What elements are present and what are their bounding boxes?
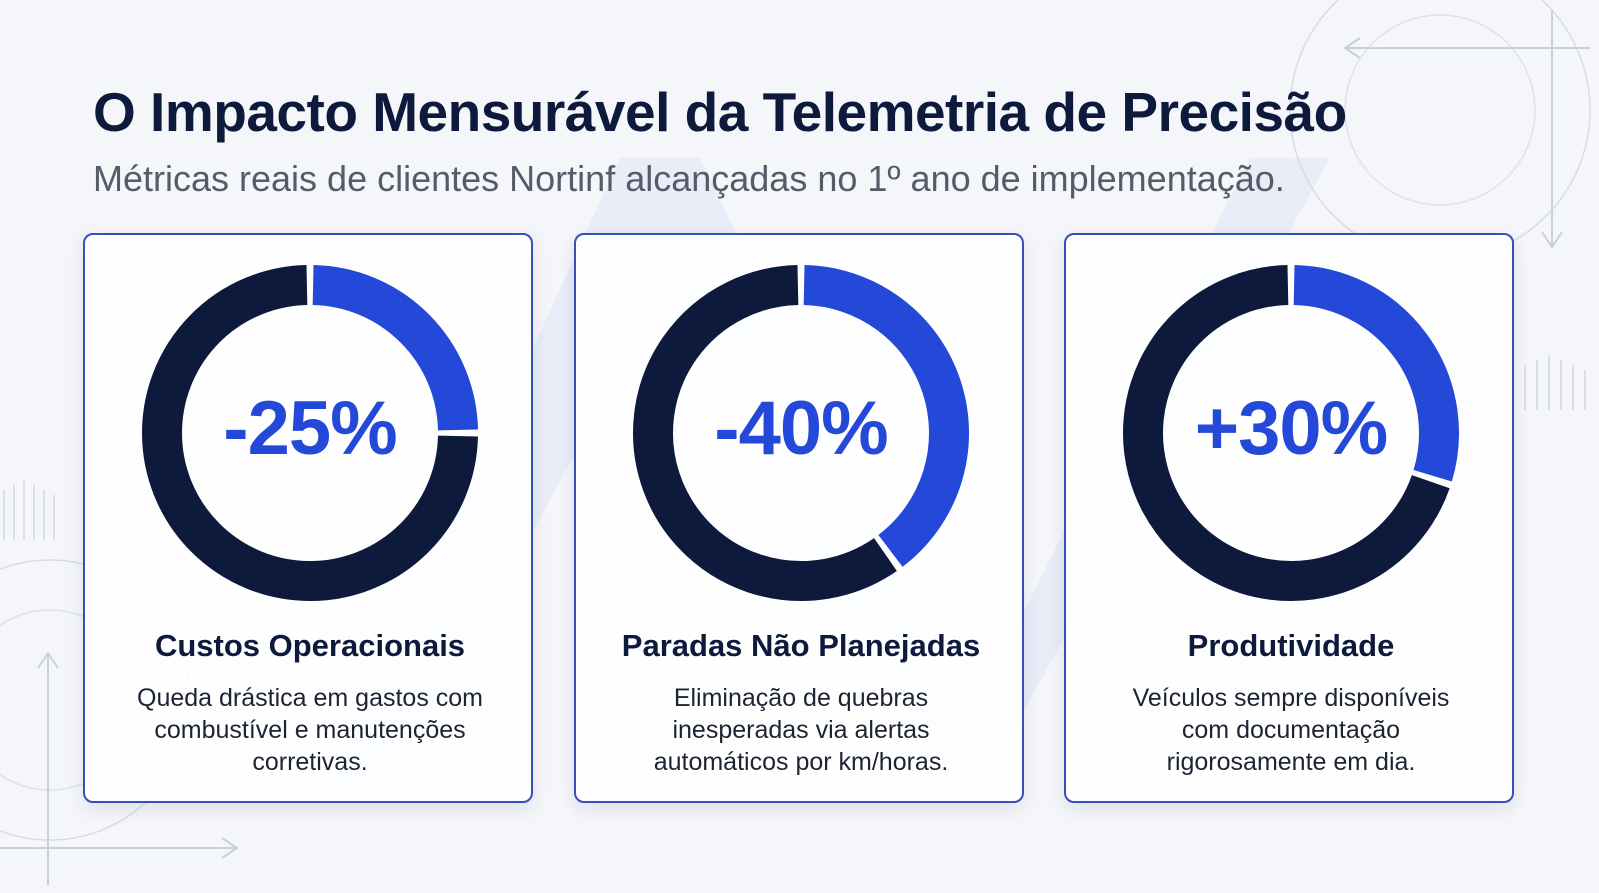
metric-label: Paradas Não Planejadas — [621, 628, 981, 663]
metric-card-paradas: -40% Paradas Não Planejadas Eliminação d… — [574, 233, 1024, 803]
donut-remainder-segment — [1123, 265, 1450, 601]
metric-description: Eliminação de quebras inesperadas via al… — [653, 684, 949, 776]
donut-chart — [633, 265, 969, 601]
donut-value-segment — [803, 265, 969, 567]
metric-value: -25% — [223, 386, 397, 471]
metric-description: Veículos sempre disponíveis com document… — [1132, 684, 1450, 776]
donut-chart — [142, 265, 478, 601]
metric-card-produtividade: +30% Produtividade Veículos sempre dispo… — [1064, 233, 1514, 803]
metric-description: Queda drástica em gastos com combustível… — [137, 684, 483, 776]
donut-value-segment — [312, 265, 478, 431]
page-title: O Impacto Mensurável da Telemetria de Pr… — [93, 81, 1347, 143]
metric-card-custos: -25% Custos Operacionais Queda drástica … — [83, 233, 533, 803]
metric-label: Custos Operacionais — [154, 628, 466, 663]
donut-chart — [1123, 265, 1459, 601]
metric-value: -40% — [714, 386, 888, 471]
donut-remainder-segment — [142, 265, 478, 601]
page-subtitle: Métricas reais de clientes Nortinf alcan… — [93, 158, 1285, 199]
donut-remainder-segment — [633, 265, 897, 601]
donut-value-segment — [1293, 265, 1459, 482]
metric-value: +30% — [1194, 386, 1389, 471]
metric-label: Produtividade — [1187, 628, 1395, 663]
